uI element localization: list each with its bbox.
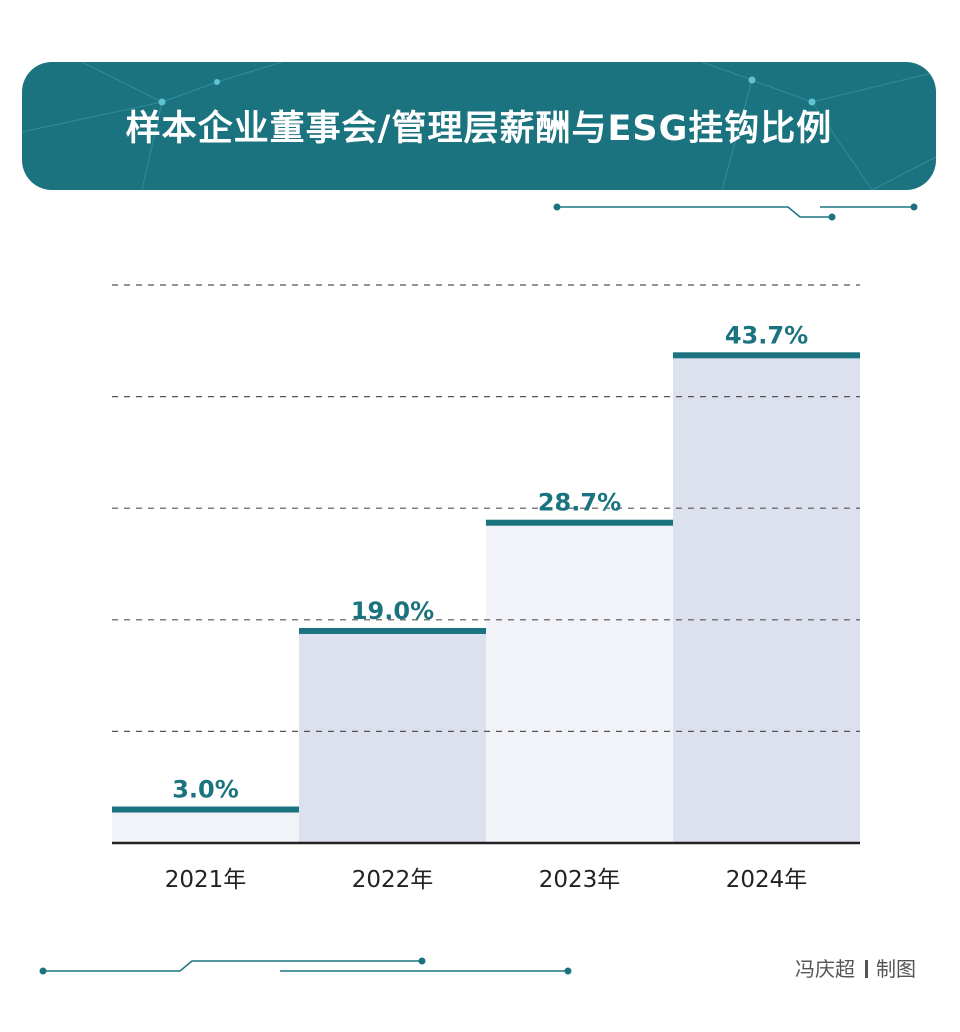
bar-cap-2024年 [673,352,860,359]
value-label: 43.7% [725,321,808,349]
decor-dots-bottom [39,957,572,975]
category-label: 2021年 [165,867,247,893]
value-label: 19.0% [351,597,434,625]
credit-author: 冯庆超 [795,957,855,981]
bar-cap-2021年 [112,806,299,813]
category-label: 2022年 [352,867,434,893]
bar-2021年 [112,809,299,843]
value-label: 28.7% [538,489,621,517]
value-label: 3.0% [172,776,239,804]
credit-suffix: 制图 [876,957,916,981]
title-banner: 样本企业董事会/管理层薪酬与ESG挂钩比例 [22,62,936,190]
chart-title: 样本企业董事会/管理层薪酬与ESG挂钩比例 [125,109,833,149]
credit-separator [865,960,868,978]
bar-2024年 [673,355,860,843]
category-label: 2024年 [726,867,808,893]
bar-2023年 [486,522,673,843]
bar-cap-2022年 [299,627,486,634]
bar-2022年 [299,630,486,843]
credit: 冯庆超 制图 [795,953,916,982]
decor-lines-bottom [43,960,568,972]
bar-cap-2023年 [486,519,673,526]
decor-lines-top [557,206,914,218]
decor-dots-top [553,203,918,221]
category-label: 2023年 [539,867,621,893]
network-decoration [22,62,936,190]
